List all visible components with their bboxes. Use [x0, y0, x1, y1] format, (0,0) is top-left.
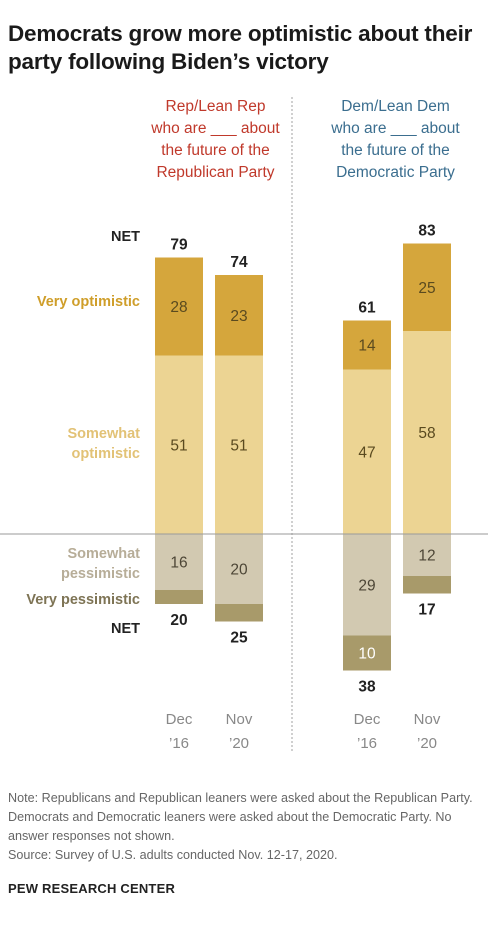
value-label-very-optimistic: 25: [418, 280, 435, 297]
value-label-somewhat-pessimistic: 20: [230, 562, 248, 579]
bar-somewhat-optimistic: [403, 331, 451, 534]
bar-very-optimistic: [403, 243, 451, 331]
dem-heading-line: Dem/Lean Dem: [341, 98, 450, 115]
bar-very-pessimistic: [403, 576, 451, 594]
rep-heading-line: Rep/Lean Rep: [165, 98, 266, 115]
bar-somewhat-pessimistic: [403, 534, 451, 576]
bar-somewhat-optimistic: [155, 355, 203, 534]
rep-group-heading: Rep/Lean Rep who are ___ about the futur…: [128, 96, 303, 184]
x-tick-line: ’20: [416, 735, 438, 752]
x-tick-line: ’20: [228, 735, 250, 752]
net-optimistic-value: 74: [230, 254, 248, 271]
value-label-somewhat-optimistic: 51: [170, 437, 187, 454]
bar-somewhat-optimistic: [215, 355, 263, 534]
source-text: Source: Survey of U.S. adults conducted …: [8, 848, 338, 862]
rep-heading-line: Republican Party: [156, 164, 275, 181]
bar-somewhat-pessimistic: [215, 534, 263, 604]
x-tick: Nov ’20: [402, 708, 452, 756]
somewhat-pessimistic-label-line: Somewhat: [67, 546, 140, 562]
bar-somewhat-pessimistic: [343, 534, 391, 636]
value-label-somewhat-pessimistic: 29: [358, 577, 375, 594]
value-label-somewhat-optimistic: 51: [230, 437, 247, 454]
value-label-very-optimistic: 14: [358, 338, 376, 355]
bar-somewhat-optimistic: [343, 369, 391, 534]
net-pessimistic-value: 25: [230, 630, 248, 647]
dem-group-heading: Dem/Lean Dem who are ___ about the futur…: [308, 96, 483, 184]
net-pessimistic-value: 38: [358, 679, 376, 696]
rep-heading-line: the future of the: [161, 142, 270, 159]
brand-footer: PEW RESEARCH CENTER: [8, 881, 176, 896]
bar-very-pessimistic: [343, 635, 391, 671]
value-label-somewhat-pessimistic: 16: [170, 555, 187, 572]
very-pessimistic-label: Very pessimistic: [26, 592, 140, 608]
bars-layer: [155, 243, 451, 671]
x-tick-line: ’16: [356, 735, 378, 752]
note-text: Note: Republicans and Republican leaners…: [8, 791, 473, 843]
bar-somewhat-pessimistic: [155, 534, 203, 590]
x-tick: Dec ’16: [342, 708, 392, 756]
value-label-very-pessimistic: 10: [358, 646, 376, 663]
x-tick-line: Nov: [413, 711, 441, 728]
bar-very-optimistic: [215, 275, 263, 356]
chart-note: Note: Republicans and Republican leaners…: [8, 789, 484, 865]
dem-heading-line: the future of the: [341, 142, 450, 159]
x-tick-line: Nov: [225, 711, 253, 728]
somewhat-pessimistic-label: Somewhat pessimistic: [61, 544, 140, 584]
x-tick-line: ’16: [168, 735, 190, 752]
rep-heading-line: who are ___ about: [151, 120, 280, 137]
value-label-very-optimistic: 23: [230, 308, 247, 325]
net-pessimistic-label: NET: [111, 621, 140, 637]
bar-very-optimistic: [155, 257, 203, 356]
x-tick-line: Dec: [353, 711, 381, 728]
bar-very-pessimistic: [155, 590, 203, 604]
very-optimistic-label: Very optimistic: [36, 294, 140, 310]
labels-layer: 28 51 16 79 20 23 51 20 74 25 14 47 29 10 61 38 25 58 12 83…: [170, 223, 436, 696]
dem-heading-line: Democratic Party: [336, 164, 455, 181]
dem-heading-line: who are ___ about: [331, 120, 460, 137]
value-label-somewhat-pessimistic: 12: [418, 548, 435, 565]
x-tick: Dec ’16: [154, 708, 204, 756]
somewhat-optimistic-label: Somewhat optimistic: [67, 424, 140, 464]
chart-title: Democrats grow more optimistic about the…: [8, 21, 473, 74]
x-tick: Nov ’20: [214, 708, 264, 756]
net-optimistic-value: 61: [358, 300, 376, 317]
net-pessimistic-value: 20: [170, 612, 187, 629]
value-label-very-optimistic: 28: [170, 299, 187, 316]
somewhat-optimistic-label-line: Somewhat: [67, 426, 140, 442]
net-pessimistic-value: 17: [418, 602, 435, 619]
net-optimistic-value: 83: [418, 223, 436, 240]
x-tick-line: Dec: [165, 711, 193, 728]
net-optimistic-label: NET: [111, 229, 140, 245]
value-label-somewhat-optimistic: 47: [358, 444, 375, 461]
somewhat-optimistic-label-line: optimistic: [71, 446, 140, 462]
bar-very-pessimistic: [215, 604, 263, 622]
net-optimistic-value: 79: [170, 237, 188, 254]
value-label-somewhat-optimistic: 58: [418, 425, 435, 442]
somewhat-pessimistic-label-line: pessimistic: [61, 566, 140, 582]
bar-very-optimistic: [343, 320, 391, 370]
